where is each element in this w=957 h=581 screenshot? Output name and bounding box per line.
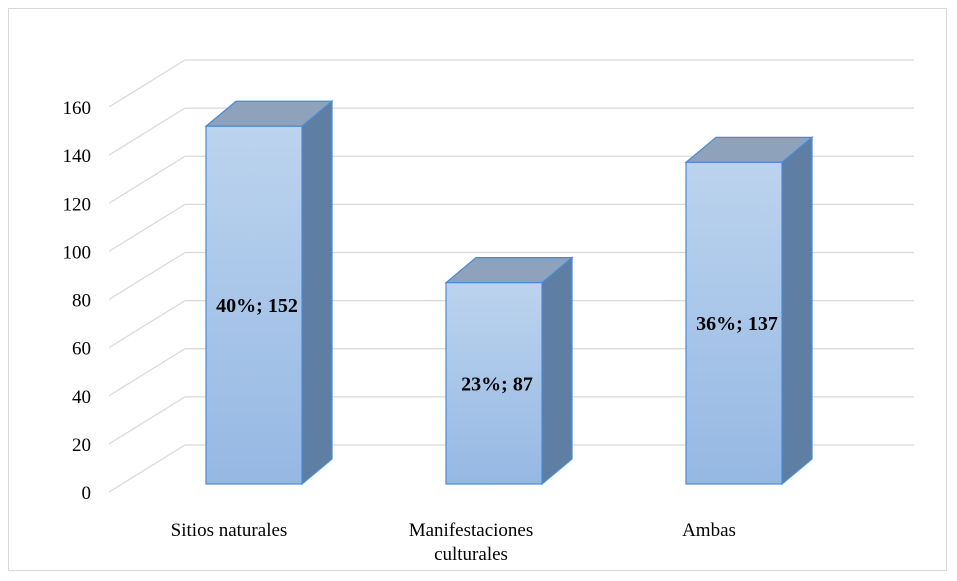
gridline-depth-40 [108, 348, 186, 397]
gridline-depth-100 [108, 203, 186, 252]
y-tick-label: 140 [63, 146, 92, 167]
y-tick-label: 160 [63, 98, 92, 119]
bars: 40%; 152 23%; 87 36%; 137 [204, 99, 814, 486]
data-label: 40%; 152 [216, 295, 298, 317]
bar-chart: 0 20 40 60 80 100 120 140 160 40%; 152 23%; 87 36%… [63, 59, 914, 565]
gridline-depth-160 [108, 59, 186, 108]
x-category-label: Ambas [682, 520, 736, 541]
y-tick-label: 80 [72, 291, 91, 312]
data-label: 23%; 87 [461, 373, 533, 395]
data-label: 36%; 137 [696, 313, 778, 335]
x-category-label: Manifestaciones culturales [409, 520, 534, 565]
bar-front [205, 125, 303, 485]
y-tick-label: 120 [63, 194, 92, 215]
bar-side [541, 256, 573, 486]
y-axis: 0 20 40 60 80 100 120 140 160 [63, 98, 92, 504]
bar-front [685, 161, 783, 485]
gridline-depth-60 [108, 300, 186, 349]
gridline-depth-140 [108, 107, 186, 156]
gridline-depth-0 [108, 444, 186, 493]
x-axis: Sitios naturales Manifestaciones culturale… [171, 520, 736, 565]
x-category-label: Sitios naturales [171, 520, 288, 541]
gridline-depth-80 [108, 251, 186, 301]
y-tick-label: 60 [72, 339, 91, 360]
gridline-depth-20 [108, 396, 186, 445]
y-tick-label: 100 [63, 242, 92, 263]
bar-1: 23%; 87 [444, 256, 574, 486]
y-tick-label: 0 [82, 483, 92, 504]
bar-front [445, 282, 543, 485]
y-tick-label: 40 [72, 387, 91, 408]
bar-side [301, 99, 333, 486]
bar-0: 40%; 152 [204, 99, 334, 486]
gridline-depth-120 [108, 155, 186, 204]
y-tick-label: 20 [72, 435, 91, 456]
bar-2: 36%; 137 [684, 136, 814, 486]
chart-frame: 0 20 40 60 80 100 120 140 160 40%; 152 23%; 87 36%… [8, 8, 947, 571]
bar-side [781, 136, 813, 486]
